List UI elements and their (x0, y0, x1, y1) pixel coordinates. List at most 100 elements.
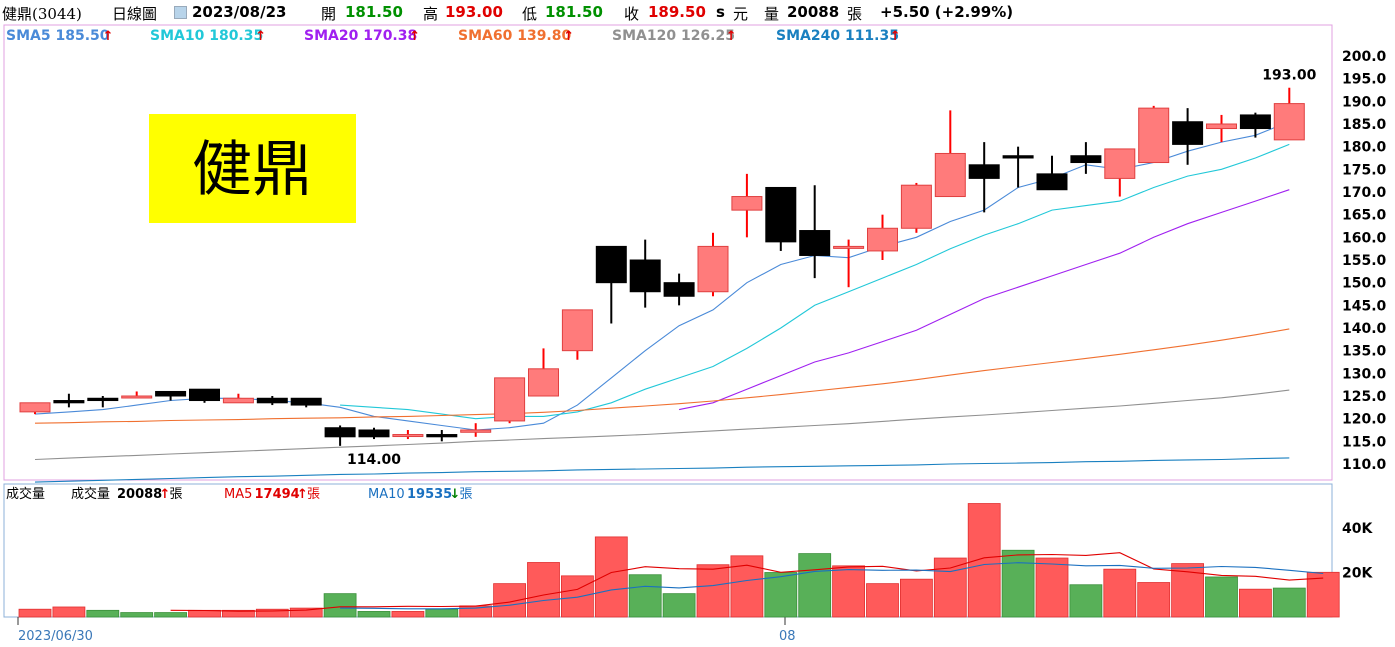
volume-bar (1205, 576, 1238, 618)
candle-body (1104, 148, 1136, 179)
candle-body (833, 245, 865, 249)
volume-bar (594, 536, 628, 618)
volume-bar (391, 611, 425, 618)
candle-body (1206, 123, 1237, 130)
open-value: 181.50 (345, 3, 403, 21)
volume-bar (1035, 557, 1069, 618)
candle-body (1172, 121, 1204, 145)
sma-legend-sma10: SMA10 180.35 (150, 28, 263, 44)
price-tick-label: 175.0 (1342, 162, 1387, 178)
sma-legend-sma5: SMA5 185.50 (6, 28, 110, 44)
candle-body (867, 227, 898, 252)
stock-title: 健鼎(3044) (2, 5, 82, 23)
arrow-up-icon: ↑ (726, 29, 737, 44)
volume-tick-label: 40K (1342, 521, 1373, 537)
candle-body (731, 196, 763, 211)
price-tick-label: 145.0 (1342, 298, 1387, 314)
price-panel-frame (3, 24, 1333, 481)
chevron-down-icon[interactable] (174, 6, 187, 19)
volume-ma5-line (170, 552, 1324, 612)
candle-body (561, 309, 593, 352)
volume-bar (289, 607, 323, 618)
volume-bar (900, 578, 933, 618)
volume-bar (696, 564, 730, 618)
volume-bar (1272, 587, 1306, 618)
price-tick-label: 130.0 (1342, 366, 1387, 382)
price-annotation: 114.00 (347, 452, 401, 468)
volume-bar (86, 609, 120, 618)
candle-body (595, 245, 627, 284)
candle-body (1273, 103, 1305, 141)
arrow-up-icon: ↑ (409, 29, 420, 44)
candle-body (358, 429, 390, 438)
x-axis-label: 2023/06/30 (18, 629, 93, 644)
candle-body (87, 397, 119, 402)
volume-legend-unit: 張 (170, 487, 183, 502)
arrow-up-icon: ↑ (103, 29, 114, 44)
volume-bar (866, 583, 899, 618)
arrow-up-icon: ↑ (297, 487, 308, 502)
volume-tick-label: 20K (1342, 566, 1373, 582)
price-change: +5.50 (+2.99%) (880, 3, 1014, 21)
candle-body (189, 388, 220, 402)
candle-body (19, 402, 51, 413)
volume-bar (188, 609, 221, 618)
volume-bar (1103, 568, 1137, 618)
stock-label-text: 健鼎 (192, 135, 312, 205)
close-label: 收 (624, 5, 640, 23)
candle-body (53, 400, 85, 404)
price-tick-label: 125.0 (1342, 389, 1387, 405)
arrow-up-icon: ↑ (563, 29, 574, 44)
candle-body (968, 164, 1000, 179)
open-label: 開 (321, 5, 337, 23)
candle-body (222, 397, 254, 404)
volume-legend-name: 成交量 (71, 486, 110, 502)
sma-legend-sma60: SMA60 139.80 (458, 28, 571, 44)
x-axis-label: 08 (779, 629, 796, 644)
volume-legend-value: 17494 (255, 487, 300, 502)
candle-body (663, 282, 695, 297)
stock-label-box (149, 114, 356, 223)
volume-bar (221, 609, 255, 618)
candle-body (290, 397, 322, 406)
volume-legend-name: MA5 (224, 487, 252, 502)
price-tick-label: 140.0 (1342, 321, 1387, 337)
volume-bar (1239, 588, 1272, 618)
volume-bar (527, 562, 560, 618)
close-value: 189.50 (648, 3, 706, 21)
candle-body (1070, 155, 1102, 164)
period-selector[interactable]: 日線圖 (112, 5, 158, 23)
volume-bar (1137, 582, 1171, 618)
volume-legend-unit: 張 (460, 487, 473, 502)
volume-bar (1069, 584, 1103, 618)
volume-bar (730, 555, 764, 618)
arrow-up-icon: ↑ (255, 29, 266, 44)
price-tick-label: 190.0 (1342, 94, 1387, 110)
quote-header: 健鼎(3044) 日線圖 2023/08/23 開 181.50 高 193.0… (0, 0, 1395, 24)
volume-bar (120, 612, 154, 618)
high-label: 高 (423, 5, 439, 23)
price-tick-label: 115.0 (1342, 434, 1387, 450)
candle-body (494, 377, 526, 422)
low-value: 181.50 (545, 3, 603, 21)
candle-body (799, 230, 831, 256)
sma-legend-sma120: SMA120 126.25 (612, 28, 735, 44)
volume-bar (18, 608, 52, 618)
volume-bar (662, 593, 696, 618)
volume-legend-value: 19535 (407, 487, 452, 502)
price-tick-label: 160.0 (1342, 230, 1387, 246)
volume-legend-unit: 張 (307, 487, 320, 502)
candle-body (155, 390, 187, 397)
close-suffix: s (716, 3, 725, 21)
volume-bar (967, 503, 1001, 618)
sma-line-sma20 (678, 189, 1290, 411)
arrow-up-icon: ↑ (890, 29, 901, 44)
volume-bar (764, 572, 798, 618)
price-annotation: 193.00 (1262, 68, 1316, 84)
candle-body (121, 395, 153, 399)
sma-legend-sma20: SMA20 170.38 (304, 28, 417, 44)
volume-bar (1306, 571, 1340, 618)
price-tick-label: 195.0 (1342, 72, 1387, 88)
price-tick-label: 180.0 (1342, 140, 1387, 156)
